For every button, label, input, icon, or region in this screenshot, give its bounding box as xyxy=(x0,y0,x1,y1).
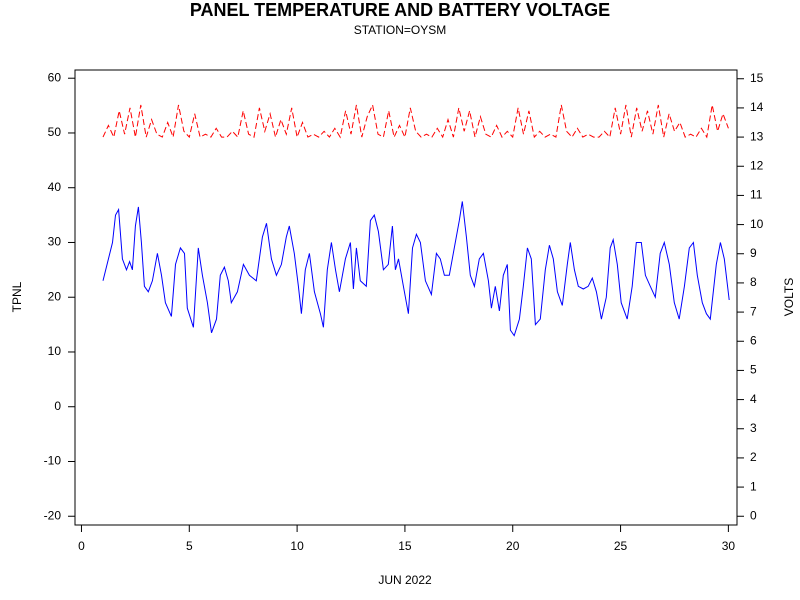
y-tick-label: -10 xyxy=(44,454,62,468)
y2-axis-label: VOLTS xyxy=(782,278,796,316)
y-tick-label: 20 xyxy=(48,289,62,303)
x-tick-label: 0 xyxy=(78,539,85,553)
y-axis-label: TPNL xyxy=(10,281,24,312)
y2-tick-label: 5 xyxy=(750,363,757,377)
y2-tick-label: 2 xyxy=(750,450,757,464)
y-tick-label: 50 xyxy=(48,125,62,139)
y2-tick-label: 1 xyxy=(750,479,757,493)
x-tick-label: 30 xyxy=(722,539,736,553)
x-axis-label: JUN 2022 xyxy=(378,573,432,587)
series-line xyxy=(102,103,729,140)
y2-tick-label: 13 xyxy=(750,129,764,143)
y2-tick-label: 4 xyxy=(750,392,757,406)
y2-tick-label: 0 xyxy=(750,508,757,522)
chart-subtitle: STATION=OYSM xyxy=(354,23,447,37)
y2-tick-label: 9 xyxy=(750,246,757,260)
y-tick-label: -20 xyxy=(44,508,62,522)
chart-title: PANEL TEMPERATURE AND BATTERY VOLTAGE xyxy=(190,0,610,20)
x-tick-label: 15 xyxy=(398,539,412,553)
y2-tick-label: 3 xyxy=(750,421,757,435)
series-line xyxy=(102,201,730,337)
y2-tick-label: 12 xyxy=(750,158,764,172)
x-tick-label: 10 xyxy=(290,539,304,553)
y2-tick-label: 15 xyxy=(750,71,764,85)
y-tick-label: 10 xyxy=(48,344,62,358)
y2-tick-label: 7 xyxy=(750,304,757,318)
x-tick-label: 5 xyxy=(186,539,193,553)
y-tick-label: 60 xyxy=(48,70,62,84)
y2-tick-label: 10 xyxy=(750,217,764,231)
y2-tick-label: 8 xyxy=(750,275,757,289)
y-tick-label: 30 xyxy=(48,235,62,249)
y2-tick-label: 6 xyxy=(750,333,757,347)
x-tick-label: 20 xyxy=(506,539,520,553)
plot-frame xyxy=(74,69,738,526)
y2-tick-label: 14 xyxy=(750,100,764,114)
y-tick-label: 0 xyxy=(54,399,61,413)
y-tick-label: 40 xyxy=(48,180,62,194)
y2-tick-label: 11 xyxy=(750,188,763,202)
x-tick-label: 25 xyxy=(614,539,628,553)
